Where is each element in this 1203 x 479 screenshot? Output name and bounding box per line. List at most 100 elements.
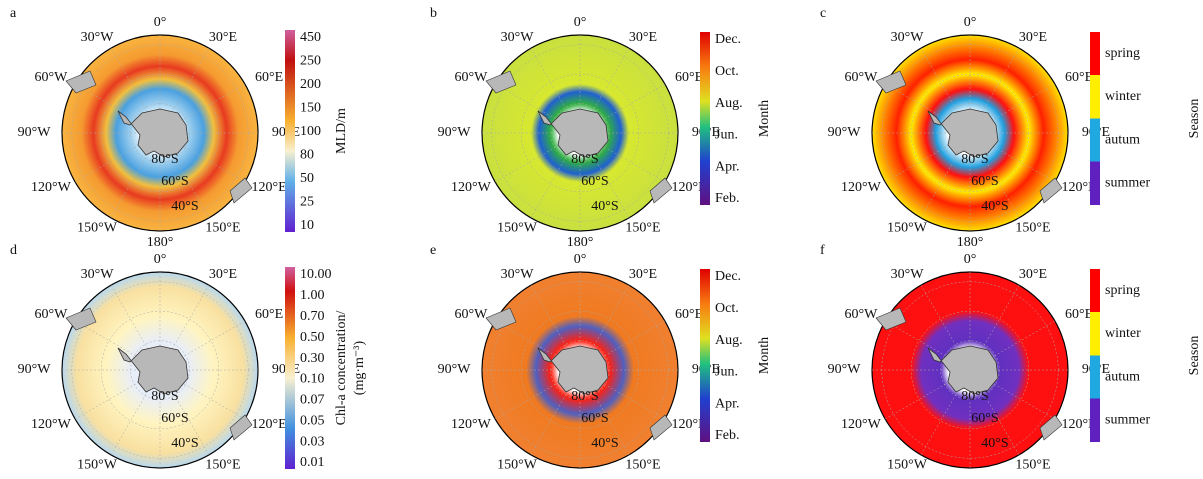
longitude-label: 120°E: [252, 180, 287, 195]
antarctica: [117, 345, 189, 395]
panel: d0°30°E60°E90°E120°E150°E180°150°W120°W9…: [10, 243, 367, 479]
graticule: [100, 310, 220, 430]
colorbar-tick-label: Aug.: [715, 96, 743, 111]
latitude-label: 60°S: [971, 411, 998, 426]
colorbar-tick-label: 50: [300, 171, 314, 186]
longitude-label: 30°E: [209, 267, 237, 282]
antarctica: [117, 108, 189, 158]
colorbar-subtitle: (mg·m⁻³): [352, 340, 367, 395]
graticule: [910, 73, 1030, 193]
colorbar: [700, 32, 710, 205]
colorbar-title: Month: [757, 100, 772, 137]
colorbar-tick-label: 0.07: [300, 393, 325, 408]
colorbar-tick-label: Feb.: [715, 191, 740, 206]
colorbar-tick-label: 25: [300, 195, 314, 210]
colorbar-tick-label: Feb.: [715, 428, 740, 443]
panel: f0°30°E60°E90°E120°E150°E180°150°W120°W9…: [820, 243, 1202, 479]
south-america: [485, 307, 517, 331]
panel-label: d: [10, 243, 17, 258]
longitude-label: 120°W: [31, 180, 72, 195]
longitude-label: 30°E: [1019, 267, 1047, 282]
longitude-label: 0°: [964, 15, 977, 30]
longitude-label: 30°W: [81, 30, 115, 45]
longitude-label: 120°E: [1062, 180, 1097, 195]
panel-label: b: [430, 6, 437, 21]
colorbar-tick-label: Dec.: [715, 32, 741, 47]
longitude-label: 150°E: [205, 457, 240, 472]
longitude-label: 150°E: [1015, 457, 1050, 472]
colorbar-tick-label: 1.00: [300, 288, 325, 303]
longitude-label: 150°E: [205, 220, 240, 235]
antarctica: [537, 108, 609, 158]
australia: [229, 414, 253, 441]
panel: e0°30°E60°E90°E120°E150°E180°150°W120°W9…: [430, 243, 772, 479]
panel-label: e: [430, 243, 436, 258]
colorbar-tick-label: Apr.: [715, 159, 740, 174]
colorbar-title: MLD/m: [334, 108, 349, 154]
australia: [1039, 414, 1063, 441]
longitude-label: 150°W: [497, 457, 538, 472]
colorbar-tick-label: Jun.: [715, 365, 738, 380]
longitude-label: 150°E: [1015, 220, 1050, 235]
longitude-label: 60°W: [454, 307, 488, 322]
longitude-label: 150°W: [887, 457, 928, 472]
colorbar-tick-label: 0.01: [300, 455, 325, 470]
latitude-label: 60°S: [581, 174, 608, 189]
colorbar-tick-label: winter: [1105, 326, 1141, 341]
colorbar: [285, 267, 295, 469]
longitude-label: 120°W: [451, 417, 492, 432]
colorbar-tick-label: 10.00: [300, 267, 332, 282]
colorbar-tick-label: 0.05: [300, 413, 325, 428]
graticule: [520, 73, 640, 193]
colorbar-tick-label: summer: [1105, 176, 1150, 191]
longitude-label: 90°W: [18, 362, 52, 377]
longitude-label: 60°W: [454, 70, 488, 85]
longitude-label: 30°E: [1019, 30, 1047, 45]
longitude-label: 150°W: [77, 457, 118, 472]
colorbar-tick-label: Oct.: [715, 64, 739, 79]
latitude-label: 80°S: [151, 152, 178, 167]
colorbar-tick-label: Oct.: [715, 301, 739, 316]
longitude-label: 180°: [957, 235, 984, 250]
colorbar-tick-label: 450: [300, 30, 321, 45]
graticule: [100, 73, 220, 193]
colorbar-tick-label: autum: [1105, 369, 1140, 384]
south-america: [65, 70, 97, 94]
latitude-label: 60°S: [161, 411, 188, 426]
longitude-label: 60°W: [34, 70, 68, 85]
latitude-label: 80°S: [151, 389, 178, 404]
longitude-label: 0°: [574, 15, 587, 30]
longitude-label: 30°W: [891, 267, 925, 282]
longitude-label: 120°W: [841, 180, 882, 195]
longitude-label: 0°: [964, 252, 977, 267]
colorbar: [700, 269, 710, 442]
panel-label: c: [820, 6, 826, 21]
panel-label: f: [820, 243, 825, 258]
longitude-label: 30°E: [629, 267, 657, 282]
australia: [649, 414, 673, 441]
latitude-label: 80°S: [961, 389, 988, 404]
colorbar-tick-label: 0.10: [300, 372, 325, 387]
colorbar-tick-label: Apr.: [715, 396, 740, 411]
colorbar-tick-label: summer: [1105, 413, 1150, 428]
longitude-label: 60°E: [675, 70, 703, 85]
colorbar-tick-label: 0.30: [300, 351, 325, 366]
colorbar-tick-label: 80: [300, 148, 314, 163]
longitude-label: 30°W: [891, 30, 925, 45]
south-america: [485, 70, 517, 94]
longitude-label: 120°E: [252, 417, 287, 432]
colorbar-tick-label: winter: [1105, 89, 1141, 104]
antarctica: [927, 345, 999, 395]
antarctica: [927, 108, 999, 158]
colorbar-tick-label: 0.50: [300, 330, 325, 345]
panel: c0°30°E60°E90°E120°E150°E180°150°W120°W9…: [820, 6, 1202, 250]
colorbar-title: Chl-a concentration/: [334, 311, 349, 426]
longitude-label: 60°W: [844, 70, 878, 85]
panel-label: a: [10, 6, 17, 21]
longitude-label: 90°W: [438, 125, 472, 140]
colorbar: [285, 30, 295, 232]
colorbar-tick-label: 0.70: [300, 309, 325, 324]
south-america: [875, 70, 907, 94]
latitude-label: 40°S: [171, 436, 198, 451]
longitude-label: 60°E: [675, 307, 703, 322]
